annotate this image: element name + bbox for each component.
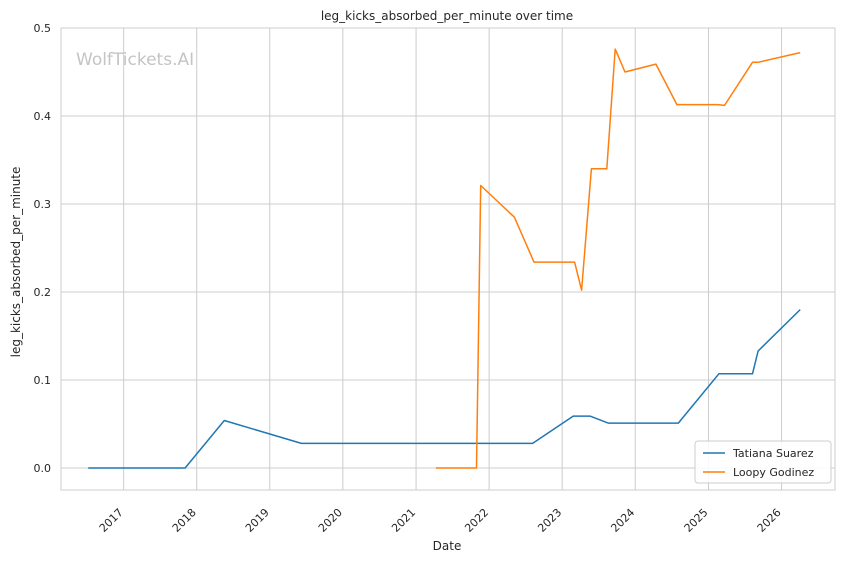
y-tick-label: 0.3 [34,198,52,211]
y-tick-label: 0.2 [34,286,52,299]
x-tick-label: 2025 [682,506,711,535]
legend: Tatiana Suarez Loopy Godinez [694,440,832,484]
x-tick-label: 2023 [535,506,564,535]
x-tick-label: 2021 [389,506,418,535]
y-tick-label: 0.1 [34,374,52,387]
x-tick-label: 2022 [462,506,491,535]
x-tick-label: 2017 [97,506,126,535]
y-tick-label: 0.5 [34,22,52,35]
watermark-text: WolfTickets.AI [76,50,194,70]
y-axis-title: leg_kicks_absorbed_per_minute [9,167,23,358]
series-lines [88,48,801,469]
x-tick-label: 2024 [608,506,637,535]
legend-label-tatiana-suarez: Tatiana Suarez [732,447,814,460]
y-tick-label: 0.4 [34,110,52,123]
series-line-loopy-godinez [435,48,801,469]
plot-area [60,27,836,491]
x-tick-label: 2018 [170,506,199,535]
grid-lines [61,27,835,490]
series-line-tatiana-suarez [88,309,801,469]
x-tick-label: 2020 [316,506,345,535]
legend-label-loopy-godinez: Loopy Godinez [733,466,814,479]
x-axis-ticks: 2017 2018 2019 2020 2021 2022 2023 2024 2025 2026 [97,506,784,535]
y-axis-ticks: 0.0 0.1 0.2 0.3 0.4 0.5 [34,22,52,475]
x-tick-label: 2019 [243,506,272,535]
chart-title: leg_kicks_absorbed_per_minute over time [321,9,573,23]
y-tick-label: 0.0 [34,462,52,475]
x-axis-title: Date [433,539,462,553]
x-tick-label: 2026 [755,506,784,535]
legend-box [694,440,832,484]
